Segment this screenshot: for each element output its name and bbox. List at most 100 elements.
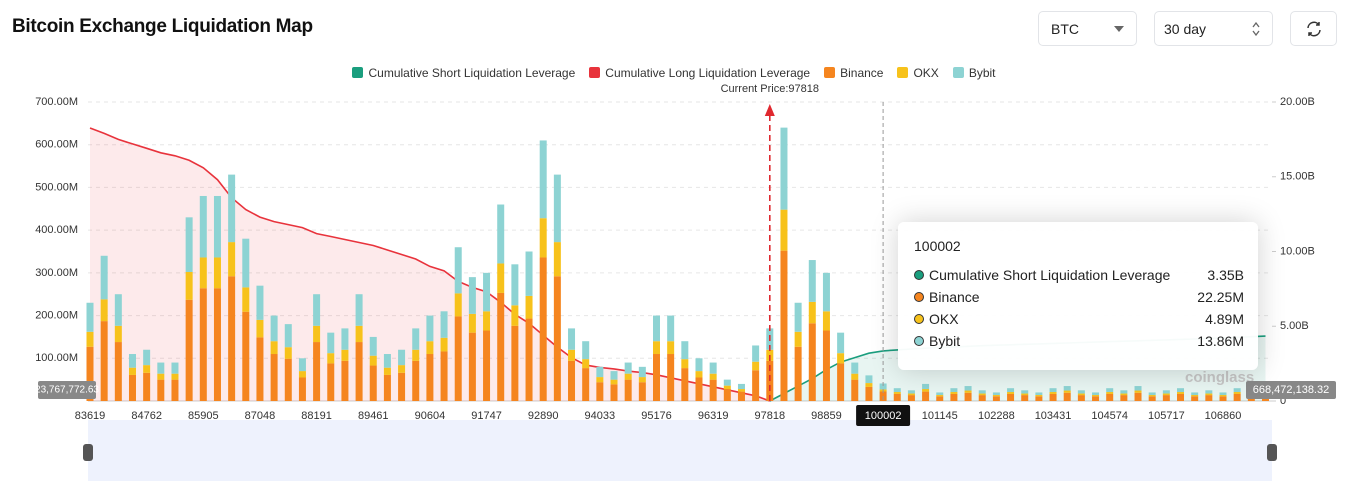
bar <box>737 389 745 392</box>
bar <box>497 292 505 401</box>
x-tick-label: 88191 <box>301 410 332 422</box>
bar <box>837 332 845 354</box>
bar <box>256 319 264 338</box>
bar <box>1007 392 1015 394</box>
x-tick-label: 97818 <box>755 410 786 422</box>
legend-item[interactable]: Cumulative Short Liquidation Leverage <box>352 66 575 80</box>
bar <box>978 395 986 401</box>
bar <box>185 272 193 300</box>
bar <box>1177 393 1185 401</box>
bar <box>808 301 816 324</box>
x-label-highlight <box>856 405 911 426</box>
legend-item[interactable]: Cumulative Long Liquidation Leverage <box>589 66 810 80</box>
bar <box>213 288 221 401</box>
bar <box>1162 390 1170 394</box>
bar <box>568 328 576 350</box>
bar <box>865 375 873 384</box>
zoom-handle[interactable] <box>83 444 93 461</box>
bar <box>483 272 491 312</box>
bar <box>978 393 986 396</box>
bar <box>539 140 547 219</box>
legend-item[interactable]: Bybit <box>952 66 996 80</box>
bar <box>157 362 165 374</box>
bar <box>525 251 533 296</box>
bar <box>964 390 972 393</box>
bar <box>1191 392 1199 396</box>
bar <box>1233 393 1241 401</box>
bar <box>922 389 930 392</box>
bar <box>128 354 136 368</box>
bar <box>525 318 533 401</box>
bar <box>468 277 476 314</box>
bar <box>100 299 108 322</box>
bar <box>1120 390 1128 394</box>
bar <box>638 377 646 383</box>
bar <box>737 383 745 390</box>
bar <box>737 391 745 401</box>
bar <box>86 302 94 332</box>
refresh-button[interactable] <box>1290 11 1337 46</box>
zoom-handle[interactable] <box>1267 444 1277 461</box>
tooltip-name: Binance <box>929 289 980 305</box>
legend-label: Binance <box>840 66 884 80</box>
x-tick-label: 94033 <box>585 410 616 422</box>
bar <box>369 355 377 366</box>
bar <box>483 330 491 401</box>
bar <box>582 359 590 369</box>
bar <box>964 386 972 391</box>
tooltip: 100002 Cumulative Short Liquidation Leve… <box>898 222 1258 370</box>
bar <box>1092 395 1100 397</box>
tooltip-dot <box>914 314 924 324</box>
bar <box>426 354 434 401</box>
bar <box>653 341 660 355</box>
bar <box>1063 390 1071 393</box>
bar <box>1191 395 1199 397</box>
bar <box>242 238 250 288</box>
coin-select[interactable]: BTC <box>1038 11 1137 46</box>
legend-item[interactable]: Binance <box>824 66 883 80</box>
bar <box>454 316 462 401</box>
bar <box>907 395 915 401</box>
legend-item[interactable]: OKX <box>897 66 939 80</box>
zoom-track <box>88 420 1272 481</box>
bar <box>171 362 179 374</box>
bar <box>992 395 1000 397</box>
tooltip-row: Bybit 13.86M <box>914 330 1244 352</box>
bar <box>100 321 108 401</box>
bar <box>1148 392 1156 396</box>
bar <box>270 341 278 355</box>
bar <box>256 285 264 320</box>
y-tick-label: 100.00M <box>35 352 78 364</box>
bar <box>497 204 505 264</box>
bar <box>143 365 151 373</box>
bar <box>1106 393 1114 401</box>
bar <box>355 294 363 326</box>
bar <box>468 332 476 401</box>
bar <box>114 342 122 401</box>
bar <box>1134 390 1142 393</box>
bar <box>298 371 306 378</box>
bar <box>822 272 830 312</box>
bar <box>950 393 958 401</box>
legend-label: Cumulative Long Liquidation Leverage <box>605 66 811 80</box>
bar <box>242 287 250 312</box>
bar <box>780 209 788 251</box>
bar <box>398 349 406 366</box>
bar <box>412 349 420 361</box>
bar <box>228 242 236 277</box>
bar <box>709 379 717 401</box>
bar <box>568 349 576 361</box>
bar <box>653 354 660 401</box>
bar <box>709 362 717 374</box>
bar <box>143 349 151 366</box>
y-tick-label: 700.00M <box>35 96 78 108</box>
bar <box>398 365 406 373</box>
bar <box>171 373 179 380</box>
bar <box>1049 393 1057 401</box>
bar <box>992 396 1000 401</box>
period-select[interactable]: 30 day <box>1154 11 1273 46</box>
tooltip-title: 100002 <box>914 238 961 254</box>
bar <box>596 377 604 383</box>
tooltip-value: 3.35B <box>1207 267 1244 283</box>
bar <box>1205 393 1213 396</box>
